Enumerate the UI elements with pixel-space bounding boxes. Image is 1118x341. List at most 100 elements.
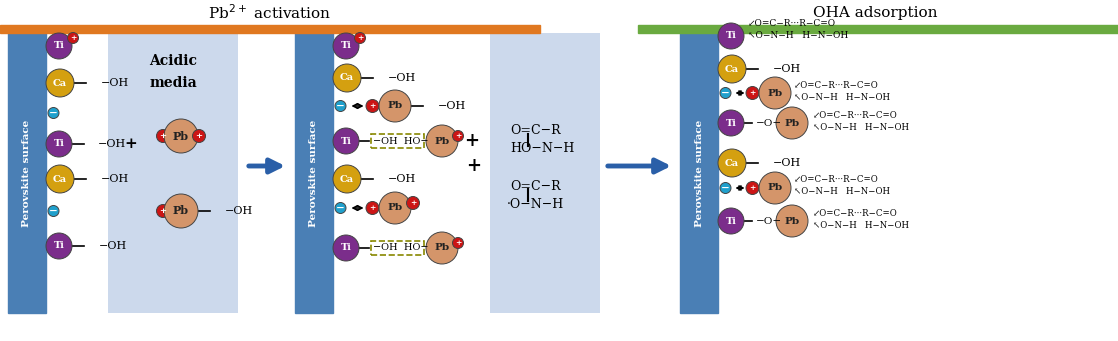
Text: Pb: Pb	[767, 89, 783, 98]
Circle shape	[366, 100, 379, 113]
Circle shape	[48, 206, 59, 217]
Text: +: +	[464, 132, 480, 150]
Circle shape	[776, 107, 808, 139]
Text: Ti: Ti	[341, 136, 351, 146]
Text: ↙O=C−R···R−C=O: ↙O=C−R···R−C=O	[748, 18, 836, 28]
Circle shape	[46, 33, 72, 59]
Text: Ti: Ti	[726, 217, 737, 225]
Circle shape	[718, 55, 746, 83]
Text: ↖O−N−H   H−N−OH: ↖O−N−H H−N−OH	[794, 188, 890, 196]
Circle shape	[776, 205, 808, 237]
Text: −OH: −OH	[101, 78, 130, 88]
Bar	[8, 33, 46, 313]
Circle shape	[746, 181, 759, 194]
Text: Perovskite surface: Perovskite surface	[310, 119, 319, 227]
Circle shape	[759, 172, 792, 204]
Bar	[371, 134, 424, 148]
Text: Pb: Pb	[785, 119, 799, 128]
Text: ↙O=C−R···R−C=O: ↙O=C−R···R−C=O	[813, 110, 898, 119]
Circle shape	[46, 165, 74, 193]
Bar	[638, 25, 1118, 33]
Text: −: −	[337, 204, 344, 212]
Circle shape	[157, 205, 170, 218]
Text: media: media	[149, 76, 197, 90]
Text: Ca: Ca	[53, 78, 67, 88]
Text: −OH: −OH	[773, 64, 802, 74]
Text: Pb: Pb	[435, 243, 449, 252]
Text: −OH: −OH	[773, 158, 802, 168]
Text: HO−N−H: HO−N−H	[510, 143, 575, 155]
Text: Pb: Pb	[785, 217, 799, 225]
Text: Ti: Ti	[54, 139, 65, 148]
Text: Pb: Pb	[173, 131, 189, 142]
Circle shape	[157, 130, 170, 143]
Text: ↖O−N−H   H−N−OH: ↖O−N−H H−N−OH	[748, 30, 849, 40]
Circle shape	[354, 32, 366, 44]
Text: O=C−R: O=C−R	[510, 179, 560, 193]
Circle shape	[718, 149, 746, 177]
Text: Ca: Ca	[724, 64, 739, 74]
Circle shape	[718, 110, 743, 136]
Text: +: +	[455, 132, 462, 140]
Text: O=C−R: O=C−R	[510, 124, 560, 137]
Text: −OH: −OH	[225, 206, 254, 216]
Text: +: +	[196, 132, 202, 140]
Text: Pb: Pb	[173, 206, 189, 217]
Circle shape	[366, 202, 379, 214]
Text: ↖O−N−H   H−N−OH: ↖O−N−H H−N−OH	[813, 221, 909, 229]
Text: −OH: −OH	[98, 139, 126, 149]
Text: ↙O=C−R···R−C=O: ↙O=C−R···R−C=O	[794, 176, 879, 184]
Text: −OH: −OH	[388, 174, 416, 184]
Text: Perovskite surface: Perovskite surface	[694, 119, 703, 227]
Text: ↙O=C−R···R−C=O: ↙O=C−R···R−C=O	[813, 208, 898, 218]
Text: Perovskite surface: Perovskite surface	[22, 119, 31, 227]
Text: +: +	[160, 132, 167, 140]
Text: Pb: Pb	[767, 183, 783, 193]
Text: −OH  HO−: −OH HO−	[373, 243, 428, 252]
Circle shape	[192, 130, 206, 143]
Text: −: −	[721, 183, 730, 193]
Text: +: +	[749, 89, 756, 97]
Text: +: +	[160, 207, 167, 215]
Circle shape	[453, 237, 464, 249]
Text: Pb: Pb	[435, 136, 449, 146]
Circle shape	[164, 119, 198, 153]
Text: Ca: Ca	[53, 175, 67, 183]
Circle shape	[333, 64, 361, 92]
Circle shape	[718, 23, 743, 49]
Circle shape	[164, 194, 198, 228]
Circle shape	[379, 90, 411, 122]
Text: Ca: Ca	[340, 74, 354, 83]
Text: OHA adsorption: OHA adsorption	[813, 6, 937, 20]
Circle shape	[46, 233, 72, 259]
Circle shape	[333, 33, 359, 59]
Text: −O−: −O−	[756, 217, 783, 225]
Text: ↙O=C−R···R−C=O: ↙O=C−R···R−C=O	[794, 80, 879, 89]
Text: ↖O−N−H   H−N−OH: ↖O−N−H H−N−OH	[794, 92, 890, 102]
Text: Ca: Ca	[340, 175, 354, 183]
Text: +: +	[749, 184, 756, 192]
Text: −OH: −OH	[438, 101, 466, 111]
Bar	[680, 33, 718, 313]
Text: −: −	[721, 89, 730, 98]
Circle shape	[426, 125, 458, 157]
Text: +: +	[357, 34, 363, 42]
Text: Ti: Ti	[726, 31, 737, 41]
Text: Ti: Ti	[54, 42, 65, 50]
Text: ·O−N−H: ·O−N−H	[506, 197, 565, 210]
Text: −OH: −OH	[100, 241, 127, 251]
Text: +: +	[124, 137, 136, 151]
Text: −: −	[49, 207, 58, 216]
Text: +: +	[466, 157, 482, 175]
Text: Ti: Ti	[726, 119, 737, 128]
Circle shape	[426, 232, 458, 264]
Text: −: −	[337, 102, 344, 110]
Text: −OH: −OH	[101, 174, 130, 184]
Text: −OH: −OH	[388, 73, 416, 83]
Circle shape	[453, 131, 464, 142]
Text: +: +	[369, 204, 376, 212]
Text: Acidic: Acidic	[149, 54, 197, 68]
Text: Pb: Pb	[388, 102, 402, 110]
Text: Ti: Ti	[341, 243, 351, 252]
Circle shape	[407, 196, 419, 209]
